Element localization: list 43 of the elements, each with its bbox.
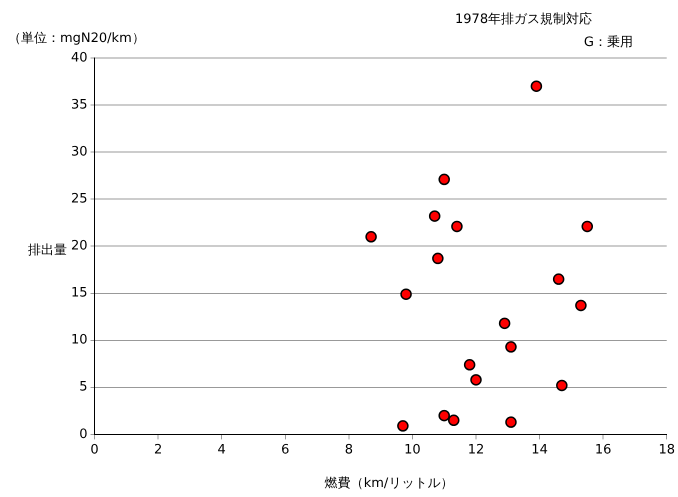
y-tick-label: 10 <box>70 332 88 348</box>
x-tick-label: 12 <box>468 442 484 458</box>
x-tick-label: 10 <box>404 442 421 458</box>
point <box>505 416 517 428</box>
x-tick-label: 0 <box>90 442 99 458</box>
text: （単位：mgN20/km） <box>8 30 145 47</box>
x-axis-title: 燃費（km/リットル） <box>324 475 454 492</box>
point <box>498 318 510 330</box>
point <box>464 359 476 371</box>
x-tick-label: 18 <box>658 442 675 458</box>
point <box>505 341 517 353</box>
chart-subtitle: G：乗用 <box>584 34 633 51</box>
point <box>438 410 450 422</box>
point <box>556 380 568 392</box>
point <box>448 414 460 426</box>
point <box>530 80 542 92</box>
x-tick-label: 8 <box>344 442 353 458</box>
x-tick-label: 16 <box>594 442 612 458</box>
x-tick-label: 4 <box>218 442 226 458</box>
x-tick-label: 6 <box>281 442 290 458</box>
chart-title: 1978年排ガス規制対応 <box>455 11 592 28</box>
point <box>432 252 444 264</box>
x-tick-label: 14 <box>531 442 548 458</box>
point <box>582 220 594 232</box>
point <box>552 273 564 285</box>
y-tick-label: 5 <box>79 380 88 395</box>
y-tick-label: 35 <box>70 97 88 112</box>
point <box>575 300 587 312</box>
y-tick-label: 20 <box>70 238 88 254</box>
point <box>438 174 450 186</box>
y-tick-label: 0 <box>79 426 88 442</box>
point <box>400 288 412 300</box>
point <box>470 374 482 386</box>
point <box>397 420 409 432</box>
y-tick-label: 40 <box>70 50 88 66</box>
y-tick-label: 25 <box>70 192 88 207</box>
point <box>365 231 377 243</box>
point <box>451 220 463 232</box>
point <box>428 210 440 222</box>
y-tick-label: 30 <box>70 144 88 160</box>
y-tick-label: 15 <box>70 286 88 301</box>
y-axis-title: 排出量 <box>28 242 67 259</box>
x-tick-label: 2 <box>154 442 162 458</box>
